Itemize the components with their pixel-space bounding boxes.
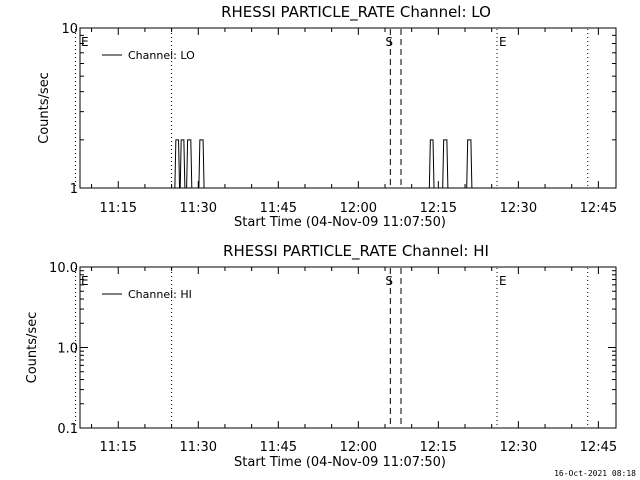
data-spike [174, 139, 181, 189]
x-tick-label: 12:15 [420, 201, 457, 216]
x-tick-label: 12:45 [580, 440, 617, 455]
x-tick-label: 12:15 [420, 440, 457, 455]
y-axis-label: Counts/sec [37, 72, 52, 144]
x-tick-label: 12:00 [340, 440, 377, 455]
y-tick-label: 1 [70, 182, 78, 197]
x-tick-label: 11:45 [260, 201, 297, 216]
data-spike [179, 139, 186, 189]
y-axis-label: Counts/sec [25, 312, 40, 384]
x-tick-label: 11:30 [180, 440, 217, 455]
data-spike [466, 139, 473, 189]
x-tick-label: 12:45 [580, 201, 617, 216]
event-marker-label: E [81, 274, 89, 288]
event-marker-label: S [385, 274, 393, 288]
y-tick-label: 1.0 [57, 342, 78, 357]
data-spike [428, 139, 435, 189]
legend-label: Channel: HI [128, 288, 192, 301]
x-tick-label: 12:30 [500, 440, 537, 455]
legend-label: Channel: LO [128, 49, 195, 62]
x-tick-label: 12:30 [500, 201, 537, 216]
plot-frame [79, 27, 617, 189]
x-tick-label: 11:30 [180, 201, 217, 216]
x-tick-label: 12:00 [340, 201, 377, 216]
y-tick-label: 10 [61, 22, 78, 37]
x-tick-label: 11:15 [100, 201, 137, 216]
chart-title: RHESSI PARTICLE_RATE Channel: HI [223, 242, 489, 261]
event-marker-label: S [385, 35, 393, 49]
data-spike [442, 139, 449, 189]
y-tick-label: 0.1 [57, 422, 78, 437]
event-marker-label: E [81, 35, 89, 49]
data-spike [186, 139, 193, 189]
x-axis-label: Start Time (04-Nov-09 11:07:50) [234, 455, 446, 470]
data-spike [198, 139, 205, 189]
x-tick-label: 11:45 [260, 440, 297, 455]
chart-title: RHESSI PARTICLE_RATE Channel: LO [221, 3, 491, 22]
event-marker-label: E [499, 35, 507, 49]
x-axis-label: Start Time (04-Nov-09 11:07:50) [234, 215, 446, 230]
timestamp-label: 16-Oct-2021 08:18 [554, 469, 636, 478]
event-marker-label: E [499, 274, 507, 288]
y-tick-label: 10.0 [49, 261, 78, 276]
x-tick-label: 11:15 [100, 440, 137, 455]
